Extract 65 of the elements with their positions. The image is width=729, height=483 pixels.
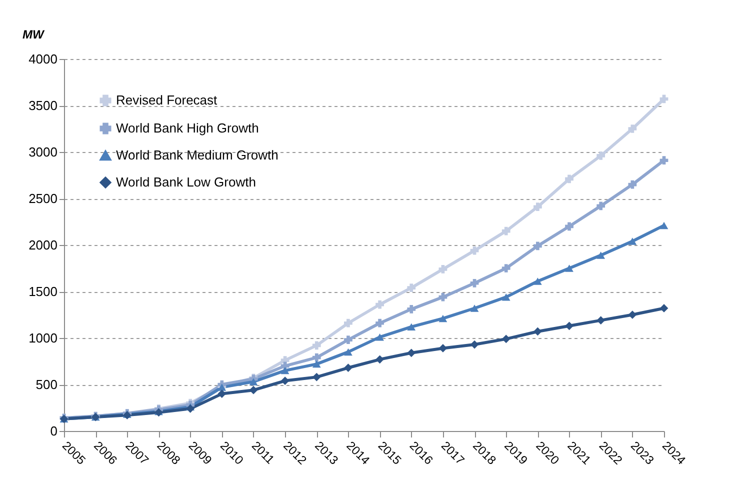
point (628, 180, 637, 189)
point (438, 292, 448, 302)
point (470, 340, 479, 349)
point (596, 252, 606, 259)
y-tick-label: 3500 (28, 98, 58, 113)
point (660, 156, 668, 165)
point (376, 333, 384, 341)
point (438, 314, 448, 322)
point (565, 174, 574, 184)
point (186, 404, 194, 413)
point (534, 278, 542, 285)
point (470, 278, 479, 288)
point (344, 348, 352, 356)
point (344, 336, 352, 344)
y-tick-label: 2000 (28, 238, 58, 252)
y-tick-label: 1000 (28, 330, 58, 346)
point (534, 242, 542, 250)
point (534, 202, 542, 212)
point (249, 378, 258, 386)
point (280, 376, 290, 385)
point (438, 264, 448, 274)
legend-label: World Bank High Growth (116, 120, 259, 136)
point (502, 293, 510, 301)
point (596, 316, 606, 325)
y-tick-label: 4000 (28, 52, 58, 66)
point (344, 364, 352, 372)
point (407, 284, 416, 292)
y-tick-label: 3000 (28, 144, 58, 160)
point (312, 341, 321, 350)
point (280, 366, 290, 374)
y-tick-label: 0 (50, 424, 58, 438)
point (407, 323, 416, 330)
point (565, 264, 574, 272)
point (660, 304, 668, 312)
point (628, 310, 637, 319)
point (376, 300, 384, 309)
point (470, 304, 479, 312)
point (596, 152, 606, 160)
point (312, 360, 321, 368)
point (407, 348, 416, 358)
point (218, 390, 226, 398)
point (596, 202, 606, 210)
point (628, 238, 637, 245)
point (628, 124, 637, 133)
point (312, 353, 321, 362)
point (502, 334, 510, 344)
y-tick-label: 1500 (28, 284, 58, 299)
legend-label: World Bank Low Growth (116, 174, 256, 190)
point (534, 327, 542, 336)
point (565, 222, 574, 231)
point (407, 304, 416, 314)
y-axis-title: MW (22, 28, 46, 42)
point (470, 246, 479, 255)
legend-label: World Bank Medium Growth (116, 148, 278, 162)
point (438, 344, 448, 352)
point (376, 355, 384, 364)
point (660, 222, 668, 230)
point (376, 318, 384, 328)
point (502, 264, 510, 272)
point (344, 318, 352, 328)
point (565, 322, 574, 330)
legend-label: Revised Forecast (116, 92, 218, 108)
y-tick-label: 2500 (28, 191, 58, 206)
point (502, 226, 510, 236)
y-tick-label: 500 (36, 377, 58, 392)
